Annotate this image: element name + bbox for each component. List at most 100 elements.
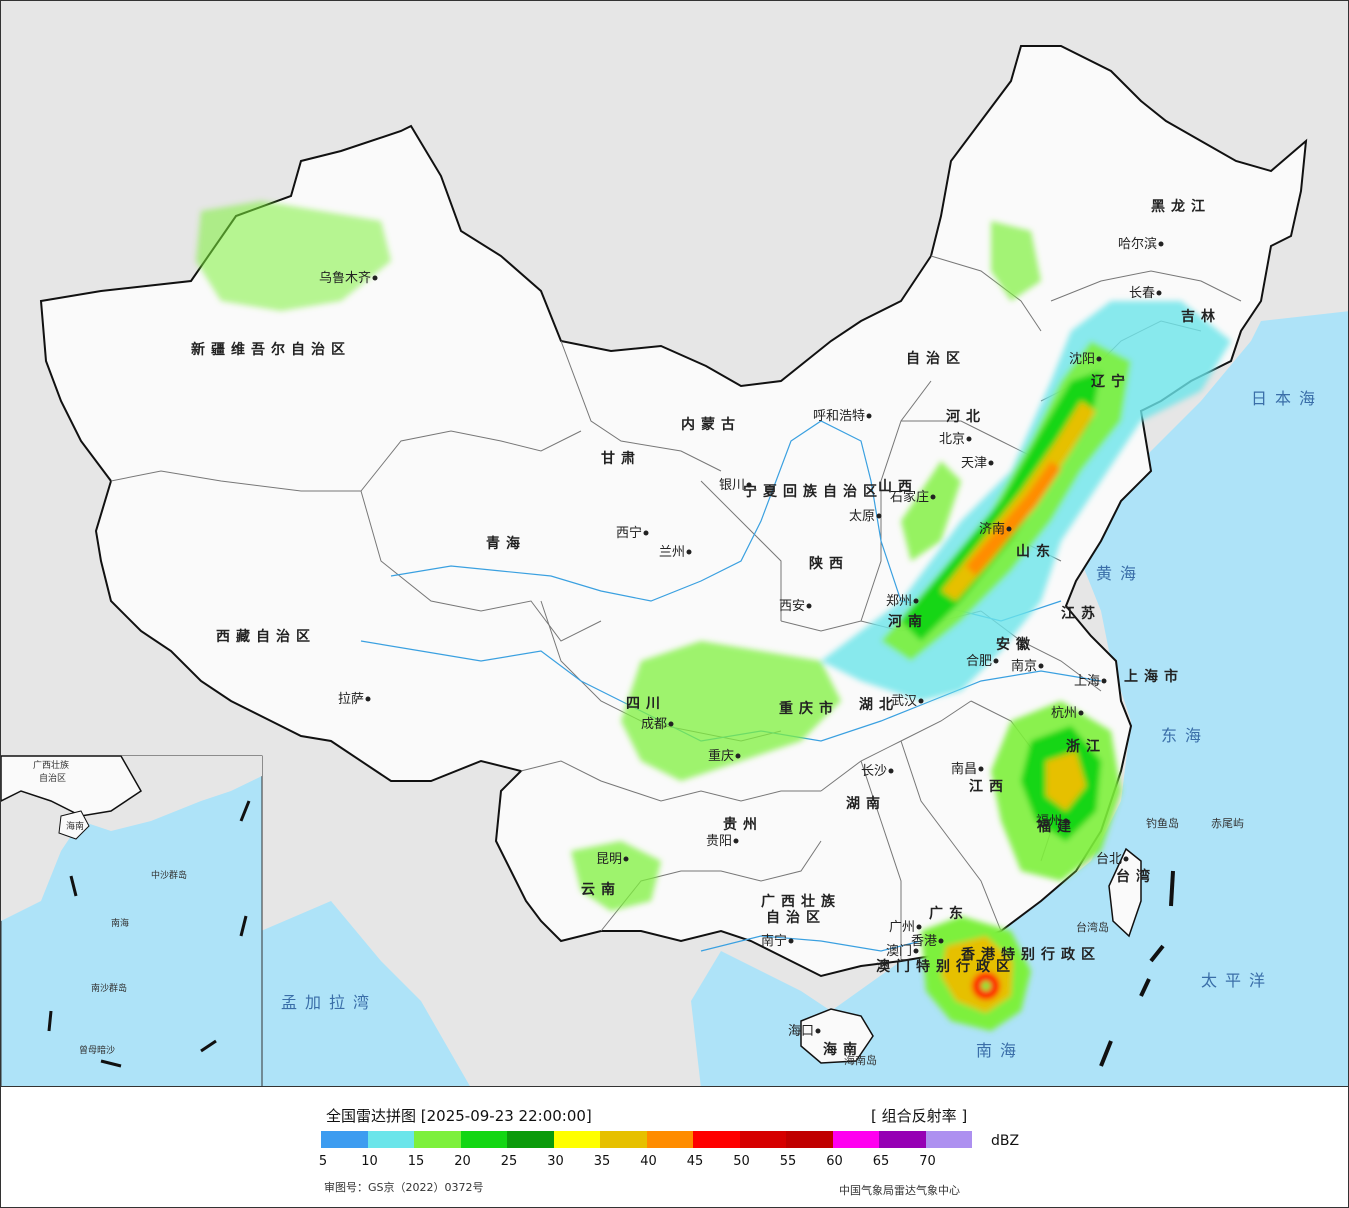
color-swatch xyxy=(507,1131,554,1148)
city-marker xyxy=(1123,856,1129,862)
region-label: 黑龙江 xyxy=(1151,198,1211,215)
color-swatch xyxy=(321,1131,368,1148)
city-marker xyxy=(1078,710,1084,716)
producer-name: 中国气象局雷达气象中心 xyxy=(839,1184,960,1197)
city-label: 西宁 xyxy=(616,525,642,541)
color-scale-bar xyxy=(321,1131,972,1148)
city-marker xyxy=(966,436,972,442)
city-label: 台北 xyxy=(1096,852,1122,867)
city-label: 银川 xyxy=(719,478,745,493)
region-label: 陕西 xyxy=(809,555,849,572)
region-label: 四川 xyxy=(626,696,666,712)
city-marker xyxy=(733,838,739,844)
south-china-sea-inset xyxy=(1,755,263,1086)
region-label: 浙江 xyxy=(1066,738,1106,755)
city-marker xyxy=(623,856,629,862)
sea-label: 日本海 xyxy=(1251,389,1323,408)
island-label: 海南岛 xyxy=(844,1053,877,1067)
region-label: 湖南 xyxy=(846,795,886,812)
scale-tick-label: 65 xyxy=(872,1154,890,1169)
region-label: 云南 xyxy=(581,881,621,898)
scale-tick-label: 60 xyxy=(826,1154,843,1169)
color-swatch xyxy=(693,1131,740,1148)
region-label: 甘肃 xyxy=(601,450,641,467)
city-marker xyxy=(735,753,741,759)
color-swatch xyxy=(925,1131,972,1148)
scale-tick-label: 10 xyxy=(361,1154,378,1169)
color-swatch xyxy=(739,1131,786,1148)
city-label: 石家庄 xyxy=(890,489,929,505)
region-label: 山西 xyxy=(878,479,918,495)
city-label: 昆明 xyxy=(596,852,622,867)
city-label: 济南 xyxy=(979,521,1005,537)
region-label: 自治区 xyxy=(906,350,966,367)
city-label: 太原 xyxy=(849,509,875,524)
color-swatch xyxy=(786,1131,833,1148)
island-label: 钓鱼岛 xyxy=(1146,816,1179,830)
city-label: 南京 xyxy=(1011,658,1037,674)
city-label: 呼和浩特 xyxy=(813,409,865,424)
city-label: 北京 xyxy=(939,432,965,447)
scale-tick-label: 55 xyxy=(779,1154,797,1169)
scale-tick-label: 15 xyxy=(407,1154,425,1169)
region-label: 湖北 xyxy=(859,697,899,713)
city-marker xyxy=(686,549,692,555)
city-marker xyxy=(930,494,936,500)
city-label: 上海 xyxy=(1074,674,1100,689)
sea-area xyxy=(691,311,1348,1086)
inset-label: 曾母暗沙 xyxy=(79,1044,115,1056)
city-label: 南宁 xyxy=(761,933,787,949)
city-label: 杭州 xyxy=(1051,706,1077,721)
city-marker xyxy=(1096,356,1102,362)
city-label: 成都 xyxy=(641,717,667,732)
city-marker xyxy=(988,460,994,466)
region-label: 贵州 xyxy=(723,816,763,833)
inset-label: 南沙群岛 xyxy=(91,982,127,994)
city-label: 重庆 xyxy=(708,748,734,764)
city-label: 南昌 xyxy=(951,761,977,777)
scale-tick-label: 35 xyxy=(593,1154,611,1169)
region-label: 重庆市 xyxy=(779,700,839,717)
scale-tick-label: 50 xyxy=(733,1154,750,1169)
radar-echoes xyxy=(196,201,1231,1031)
city-label: 拉萨 xyxy=(338,692,364,707)
inset-label: 广西壮族 xyxy=(33,759,69,771)
inset-label: 中沙群岛 xyxy=(151,869,187,881)
map-review-number: 审图号：GS京（2022）0372号 xyxy=(324,1181,484,1194)
boundary-dashes xyxy=(1099,870,1175,1067)
city-marker xyxy=(1063,818,1069,824)
scale-tick-label: 5 xyxy=(318,1154,328,1169)
color-swatch xyxy=(553,1131,600,1148)
sea-label: 黄海 xyxy=(1096,564,1144,583)
sea-label: 太平洋 xyxy=(1201,971,1273,990)
scale-tick-label: 30 xyxy=(547,1154,564,1169)
radar-map: 新疆维吾尔自治区 西藏自治区 青海 甘肃 内蒙古 四川 云南 贵州 陕西 山西 河南 湖北 湖南 江西 广西… xyxy=(0,0,1349,1087)
region-label: 江苏 xyxy=(1061,605,1101,622)
city-label: 广州 xyxy=(889,920,915,935)
region-label: 广东 xyxy=(929,905,969,922)
city-label: 哈尔滨 xyxy=(1118,236,1157,252)
city-marker xyxy=(365,696,371,702)
city-marker xyxy=(1038,663,1044,669)
region-label: 西藏自治区 xyxy=(216,628,316,645)
city-label: 长春 xyxy=(1129,286,1155,301)
island-label: 赤尾屿 xyxy=(1211,817,1244,830)
map-labels: 新疆维吾尔自治区西藏自治区青海甘肃内蒙古四川云南贵州陕西山西河南湖北湖南江西广西… xyxy=(33,198,1323,1067)
region-label: 台湾 xyxy=(1116,868,1156,885)
city-label: 郑州 xyxy=(886,594,912,609)
city-label: 福州 xyxy=(1036,814,1062,829)
legend-panel: 全国雷达拼图 [2025-09-23 22:00:00] [ 组合反射率 ] d… xyxy=(0,1087,1349,1208)
region-label: 宁夏回族自治区 xyxy=(743,483,883,500)
inset-label: 自治区 xyxy=(39,772,66,784)
product-name: [ 组合反射率 ] xyxy=(871,1107,968,1125)
city-label: 西安 xyxy=(779,599,805,614)
city-label: 澳门 xyxy=(886,943,912,959)
city-marker xyxy=(1156,290,1162,296)
city-label: 乌鲁木齐 xyxy=(319,270,371,286)
bay-of-bengal xyxy=(261,901,470,1086)
city-marker xyxy=(788,938,794,944)
legend-title: 全国雷达拼图 [2025-09-23 22:00:00] xyxy=(326,1107,592,1125)
color-swatch xyxy=(832,1131,879,1148)
color-swatch xyxy=(414,1131,461,1148)
region-label: 广西壮族 xyxy=(761,893,841,910)
